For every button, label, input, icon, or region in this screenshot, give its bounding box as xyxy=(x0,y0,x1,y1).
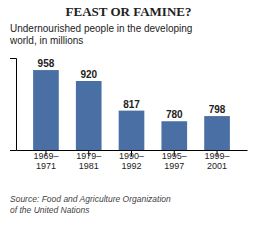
x-tick-label: 1990–1992 xyxy=(119,151,144,171)
text-line: 1981 xyxy=(79,161,99,171)
text-line: Source: Food and Agriculture Organizatio… xyxy=(10,194,171,204)
annotation: Source: Food and Agriculture Organizatio… xyxy=(10,194,171,215)
bars xyxy=(33,70,230,150)
x-tick: 1990–1992 xyxy=(119,150,144,171)
text-line: Undernourished people in the developing xyxy=(10,23,192,34)
text-line: 1969– xyxy=(33,151,58,161)
bar xyxy=(76,81,102,150)
chart: FEAST OR FAMINE? Undernourished people in… xyxy=(0,0,257,229)
x-tick: 1999–2001 xyxy=(205,150,230,171)
text-line: 1971 xyxy=(36,161,56,171)
x-tick-label: 1999–2001 xyxy=(205,151,230,171)
x-tick: 1995–1997 xyxy=(162,150,187,171)
text-line: 2001 xyxy=(207,161,227,171)
x-tick-label: 1995–1997 xyxy=(162,151,187,171)
text-line: 1999– xyxy=(205,151,230,161)
data-label: 920 xyxy=(80,69,97,80)
text-line: 1995– xyxy=(162,151,187,161)
text-line: 1997 xyxy=(164,161,184,171)
text-line: world, in millions xyxy=(9,35,83,46)
x-tick-label: 1979–1981 xyxy=(76,151,101,171)
data-label: 958 xyxy=(38,58,55,69)
x-tick: 1969–1971 xyxy=(33,150,58,171)
y-axis xyxy=(10,59,17,151)
bar xyxy=(204,116,230,150)
data-label: 798 xyxy=(209,104,226,115)
bar xyxy=(119,111,145,150)
plot: 1969–1971 1979–1981 1990–1992 1995–1997 1999… xyxy=(10,58,248,171)
data-label: 817 xyxy=(123,99,140,110)
x-axis: 1969–1971 1979–1981 1990–1992 1995–1997 1999… xyxy=(17,150,248,171)
title: FEAST OR FAMINE? xyxy=(66,4,192,19)
y-axis-line xyxy=(10,59,17,151)
x-tick: 1979–1981 xyxy=(76,150,101,171)
bar xyxy=(33,70,59,150)
subtitle: Undernourished people in the developingw… xyxy=(9,23,192,46)
text-line: 1990– xyxy=(119,151,144,161)
data-label: 780 xyxy=(166,109,183,120)
data-labels: 958 920 817 780 798 xyxy=(38,58,226,120)
text-line: 1992 xyxy=(121,161,141,171)
text-line: of the United Nations xyxy=(10,205,90,215)
text-line: 1979– xyxy=(76,151,101,161)
bar xyxy=(161,121,187,150)
x-tick-label: 1969–1971 xyxy=(33,151,58,171)
